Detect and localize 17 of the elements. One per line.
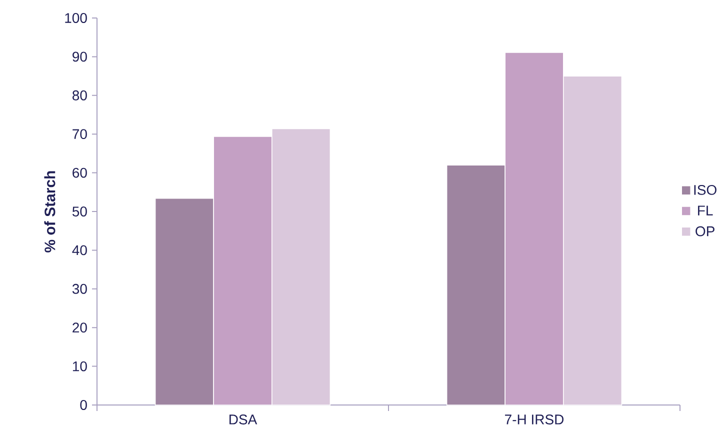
y-axis-title: % of Starch	[44, 171, 56, 252]
x-tick-label: 7-H IRSD	[505, 414, 564, 424]
y-tick-label: 10	[72, 361, 87, 372]
y-tick-label: 90	[72, 52, 87, 62]
y-tick-label: 0	[80, 400, 87, 410]
y-tick-label: 70	[72, 129, 87, 140]
legend-label: ISO	[694, 184, 716, 195]
y-tick-label: 40	[72, 245, 87, 256]
y-tick-label: 60	[72, 168, 87, 178]
y-tick-label: 20	[72, 322, 87, 333]
y-tick-label: 80	[72, 90, 87, 100]
y-tick-label: 50	[72, 206, 87, 216]
y-tick-label: 100	[65, 13, 87, 23]
y-tick-label: 30	[72, 284, 87, 294]
legend-label: FL	[698, 206, 713, 216]
legend-label: OP	[696, 226, 714, 236]
x-tick-label: DSA	[230, 414, 258, 424]
